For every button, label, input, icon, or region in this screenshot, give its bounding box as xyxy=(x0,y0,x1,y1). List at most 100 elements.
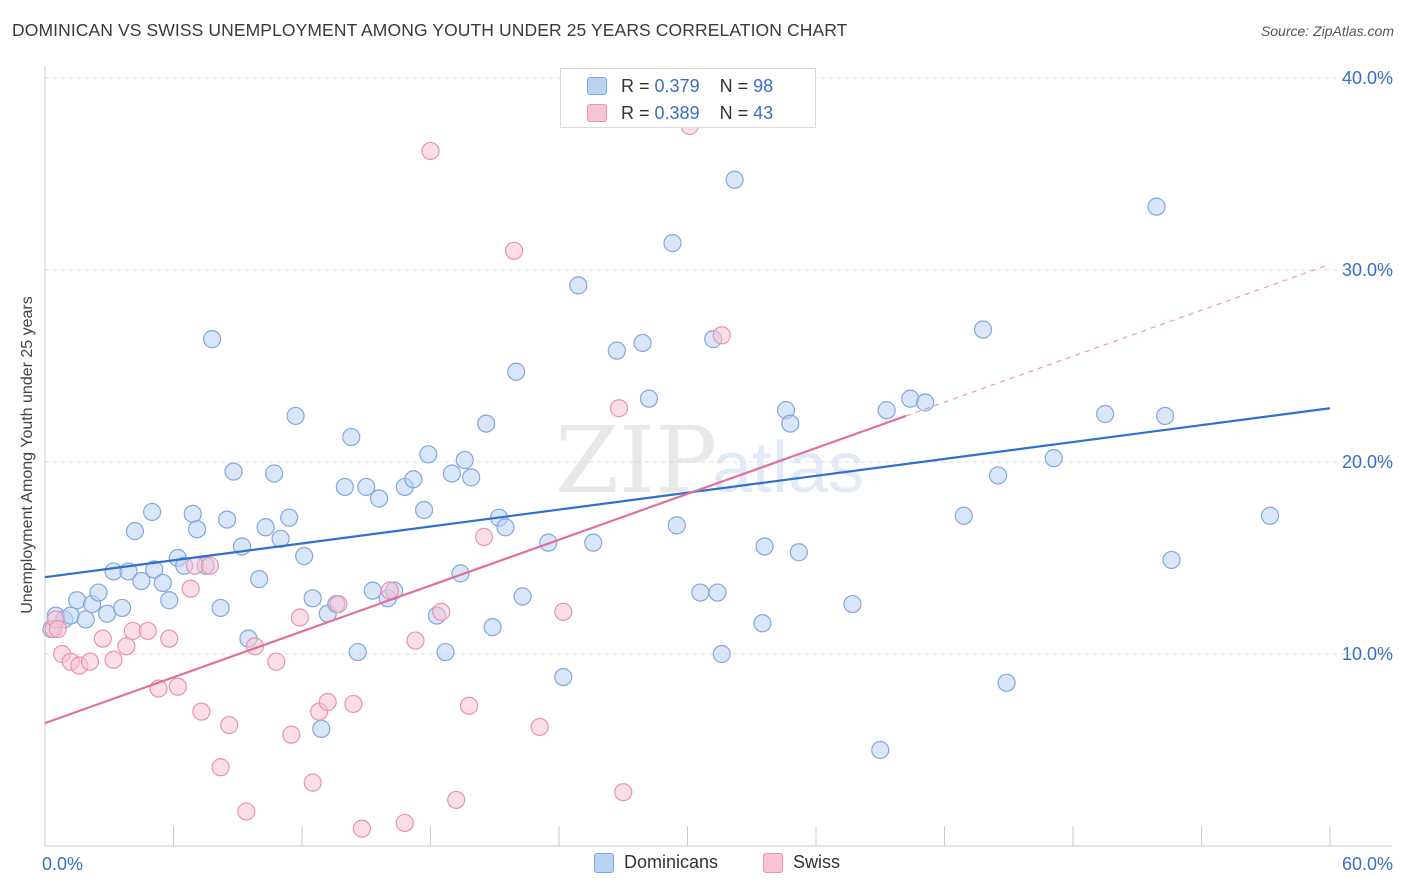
dominican-point xyxy=(160,591,179,610)
swiss-point xyxy=(406,631,425,650)
dominican-point xyxy=(202,330,222,349)
dominican-point xyxy=(303,589,322,608)
swiss-point xyxy=(459,696,479,715)
swiss-point xyxy=(220,715,239,735)
legend-swatch-pink xyxy=(587,104,607,122)
legend-r-value: 0.389 xyxy=(654,102,700,123)
swiss-point xyxy=(138,621,157,641)
dominican-point xyxy=(901,389,920,408)
dominican-point xyxy=(280,508,299,527)
legend-r-label: R = xyxy=(621,102,650,123)
dominican-point xyxy=(265,464,284,483)
dominican-point xyxy=(871,740,890,760)
dominican-point xyxy=(708,583,727,602)
swiss-point xyxy=(211,758,230,777)
dominican-point xyxy=(68,591,87,610)
swiss-point xyxy=(447,790,466,810)
series-legend: Dominicans Swiss xyxy=(0,852,1406,878)
dominican-point xyxy=(973,320,993,339)
dominican-point xyxy=(76,610,95,629)
swiss-point xyxy=(200,556,220,575)
legend-swatch-dominicans xyxy=(594,852,614,873)
tick-labels: 10.0% 20.0% 30.0% 40.0% 0.0% 60.0% xyxy=(42,68,1393,874)
axes xyxy=(44,66,1392,847)
dominican-point xyxy=(663,234,682,253)
dominican-point xyxy=(112,598,132,618)
dominican-point xyxy=(335,477,354,497)
dominican-point xyxy=(357,477,376,497)
dominican-point xyxy=(725,170,744,189)
dominican-point xyxy=(295,546,314,566)
dominican-point xyxy=(877,401,896,420)
dominican-point xyxy=(997,673,1016,692)
dominican-point xyxy=(1162,550,1181,570)
trend-lines xyxy=(44,263,1331,725)
legend-item-dominicans[interactable]: Dominicans xyxy=(594,852,718,873)
x-tick-label: 0.0% xyxy=(42,854,83,874)
y-tick-label: 30.0% xyxy=(1342,260,1393,280)
swiss-point xyxy=(474,527,494,546)
dominican-point xyxy=(554,667,573,687)
legend-label-swiss: Swiss xyxy=(793,852,841,872)
swiss-point xyxy=(80,652,100,671)
source-label: Source: ZipAtlas.com xyxy=(1260,23,1394,39)
watermark-atlas: atlas xyxy=(712,428,864,508)
swiss-point xyxy=(104,650,123,669)
swiss-points xyxy=(44,116,731,838)
dominican-point xyxy=(142,502,162,522)
dominican-point xyxy=(988,466,1008,485)
dominican-point xyxy=(1155,406,1175,426)
watermark: ZIP atlas xyxy=(555,407,864,514)
swiss-point xyxy=(609,399,629,418)
swiss-trend-extension xyxy=(905,263,1331,417)
swiss-point xyxy=(267,652,286,671)
swiss-point xyxy=(344,694,363,714)
dominican-point xyxy=(477,414,496,433)
chart-title: DOMINICAN VS SWISS UNEMPLOYMENT AMONG YO… xyxy=(12,20,848,40)
dominican-point xyxy=(753,614,772,633)
dominican-point xyxy=(342,427,361,447)
legend-item-swiss[interactable]: Swiss xyxy=(763,852,840,873)
legend-label-dominicans: Dominicans xyxy=(624,852,719,872)
dominican-point xyxy=(916,393,935,412)
dominican-point xyxy=(211,598,230,618)
swiss-point xyxy=(504,241,524,260)
dominican-point xyxy=(633,333,652,353)
dominican-point xyxy=(569,276,588,295)
swiss-point xyxy=(712,326,731,345)
legend-row-dominicans: R = 0.379 N = 98 xyxy=(587,74,773,98)
swiss-point xyxy=(380,581,399,600)
swiss-point xyxy=(530,717,549,737)
dominican-point xyxy=(1260,506,1280,525)
dominican-point xyxy=(755,537,774,556)
dominican-point xyxy=(496,518,515,537)
swiss-point xyxy=(237,802,256,821)
swiss-point xyxy=(554,602,573,621)
legend-n-value: 43 xyxy=(753,102,774,123)
dominican-point xyxy=(789,543,808,562)
swiss-point xyxy=(282,725,301,744)
legend-n-label: N = xyxy=(719,102,749,123)
legend-row-swiss: R = 0.389 N = 43 xyxy=(587,101,773,125)
y-tick-label: 20.0% xyxy=(1342,452,1393,472)
swiss-point xyxy=(181,579,200,598)
dominican-point xyxy=(348,642,367,662)
legend-swatch-blue xyxy=(587,77,607,95)
dominican-point xyxy=(691,583,710,602)
swiss-point xyxy=(93,629,112,648)
dominican-point xyxy=(667,516,686,535)
swiss-point xyxy=(303,773,322,792)
dominican-point xyxy=(1147,197,1166,216)
dominican-point xyxy=(153,573,172,593)
watermark-zip: ZIP xyxy=(555,407,717,514)
legend-r-label: R = xyxy=(621,75,650,96)
dominican-point xyxy=(712,644,731,664)
swiss-point xyxy=(192,702,211,721)
dominican-point xyxy=(483,618,502,637)
swiss-point xyxy=(117,637,136,656)
dominican-point xyxy=(607,341,626,360)
swiss-point xyxy=(432,602,451,621)
swiss-point xyxy=(352,819,372,838)
swiss-point xyxy=(160,629,179,648)
